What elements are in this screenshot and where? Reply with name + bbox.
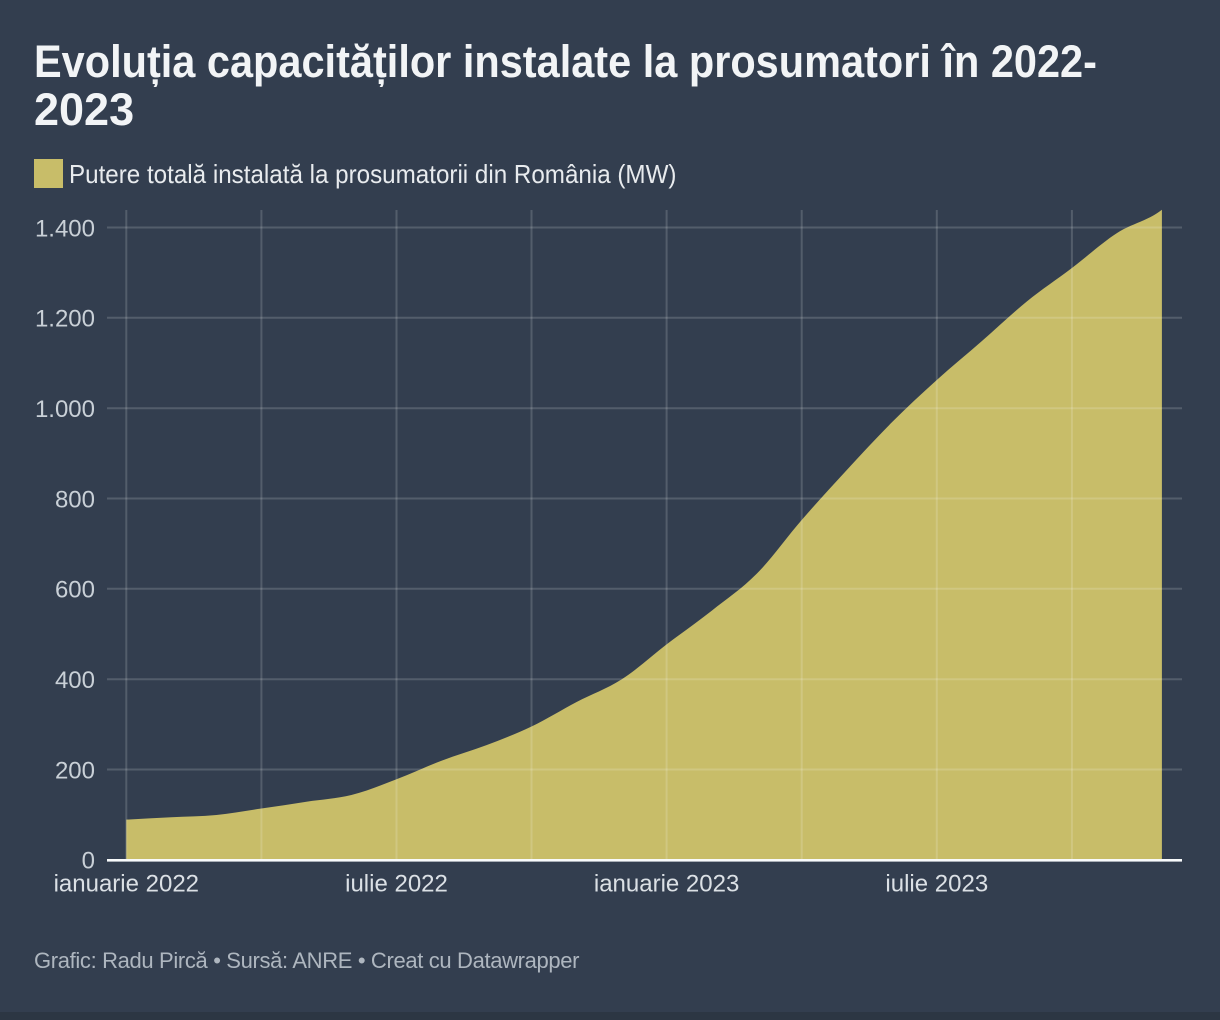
svg-text:iulie 2022: iulie 2022 bbox=[345, 871, 448, 898]
svg-text:ianuarie 2023: ianuarie 2023 bbox=[594, 871, 739, 898]
svg-text:0: 0 bbox=[82, 848, 95, 875]
svg-text:800: 800 bbox=[55, 486, 95, 513]
svg-text:600: 600 bbox=[55, 577, 95, 604]
svg-text:1.400: 1.400 bbox=[35, 215, 95, 242]
svg-text:200: 200 bbox=[55, 757, 95, 784]
svg-text:iulie 2023: iulie 2023 bbox=[885, 871, 988, 898]
svg-text:1.000: 1.000 bbox=[35, 396, 95, 423]
svg-text:400: 400 bbox=[55, 667, 95, 694]
svg-text:ianuarie 2022: ianuarie 2022 bbox=[54, 871, 199, 898]
svg-text:1.200: 1.200 bbox=[35, 306, 95, 333]
